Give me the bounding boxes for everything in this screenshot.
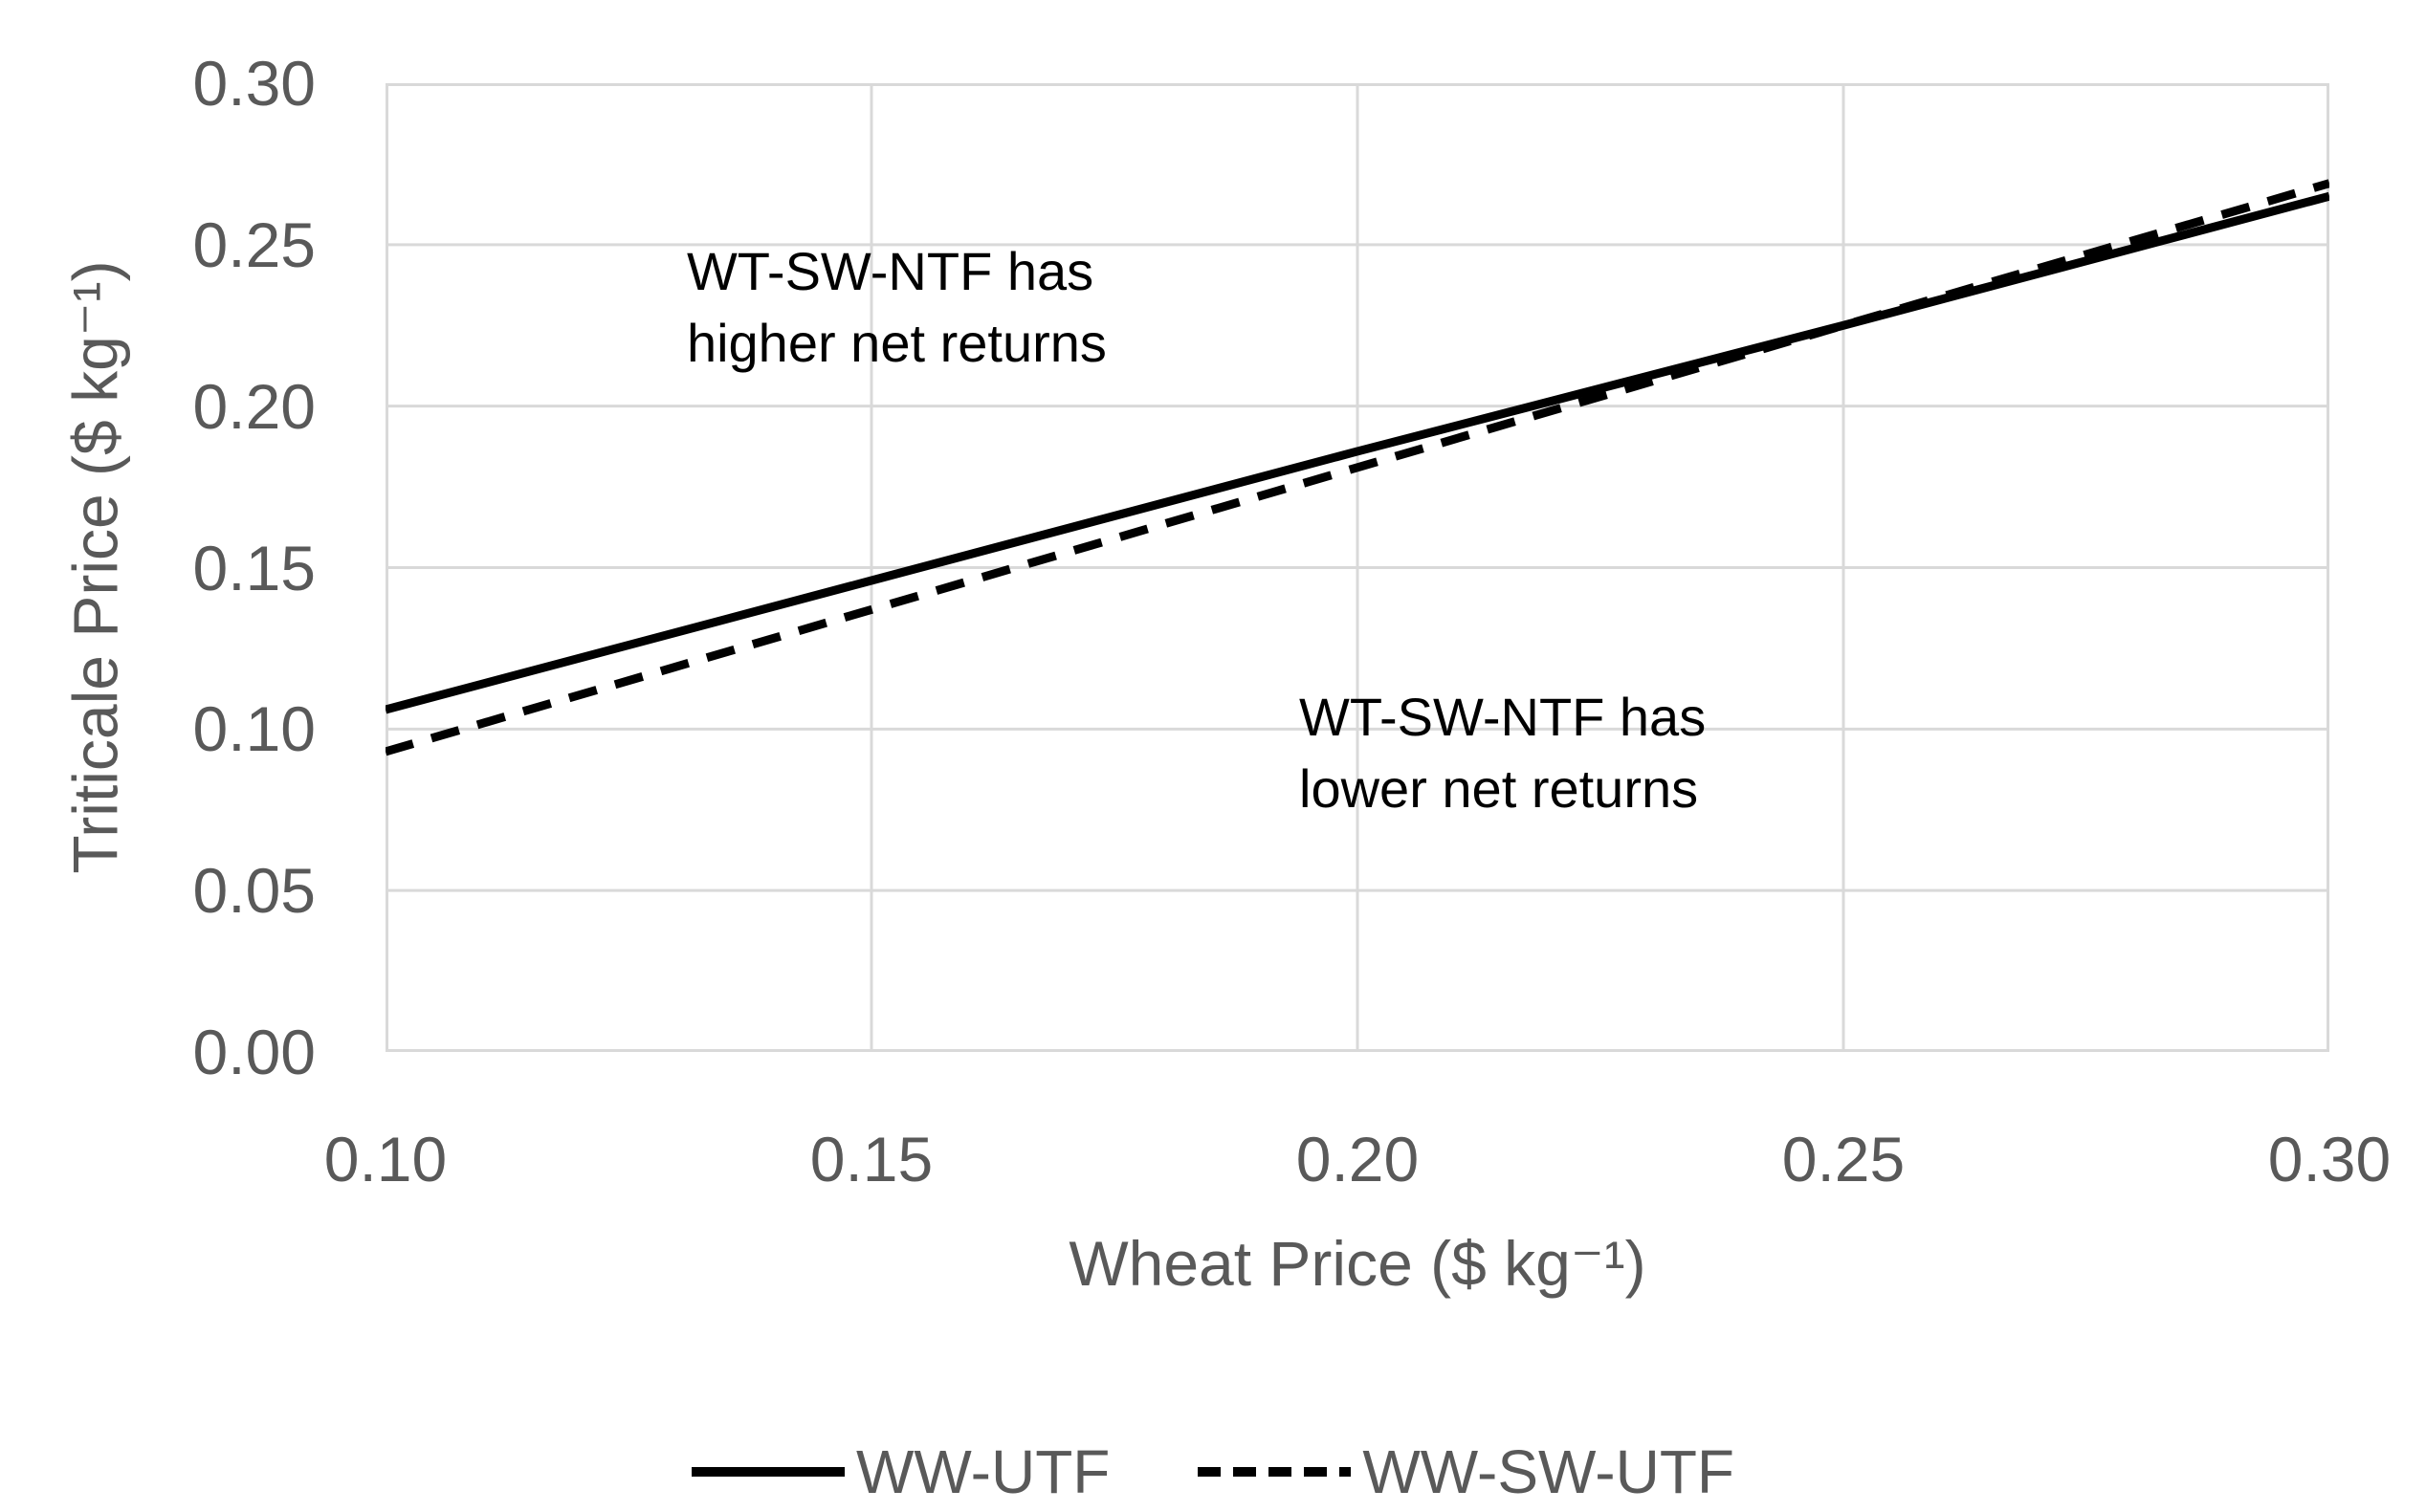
- plot-area: WT-SW-NTF has higher net returns WT-SW-NTF…: [386, 83, 2329, 1052]
- x-tick-label: 0.15: [809, 1124, 934, 1194]
- annotation-line: WT-SW-NTF has: [686, 240, 1094, 301]
- annotation-line: lower net returns: [1299, 757, 1699, 819]
- annotation-line: WT-SW-NTF has: [1299, 686, 1707, 747]
- x-tick-label: 0.25: [1781, 1124, 1906, 1194]
- x-tick-label: 0.20: [1295, 1124, 1420, 1194]
- y-tick-label: 0.30: [192, 48, 316, 119]
- y-tick-label: 0.15: [192, 532, 316, 603]
- legend-item-ww-sw-utf: WW-SW-UTF: [1198, 1436, 1734, 1507]
- y-tick-label: 0.20: [192, 370, 316, 442]
- legend-label: WW-SW-UTF: [1362, 1437, 1734, 1506]
- legend: WW-UTF WW-SW-UTF: [0, 1432, 2426, 1512]
- y-tick-label: 0.05: [192, 855, 316, 927]
- x-axis-title: Wheat Price ($ kg⁻¹): [1069, 1228, 1646, 1299]
- y-tick-label: 0.00: [192, 1017, 316, 1087]
- legend-label: WW-UTF: [856, 1437, 1111, 1506]
- series-line-ww-sw-utf: [386, 179, 2329, 756]
- annotation-line: higher net returns: [686, 312, 1107, 373]
- annotation-1: WT-SW-NTF has higher net returns: [687, 235, 1107, 379]
- plot-border: [386, 83, 2329, 1052]
- y-tick-label: 0.25: [192, 208, 316, 280]
- solid-line-sample-icon: [692, 1467, 845, 1477]
- dashed-line-sample-icon: [1198, 1467, 1352, 1477]
- legend-item-ww-utf: WW-UTF: [692, 1436, 1110, 1507]
- plot-lines-svg: [386, 83, 2329, 1052]
- y-tick-label: 0.10: [192, 693, 316, 765]
- x-tick-label: 0.10: [323, 1124, 448, 1194]
- x-tick-label: 0.30: [2267, 1124, 2392, 1194]
- annotation-2: WT-SW-NTF has lower net returns: [1299, 681, 1706, 824]
